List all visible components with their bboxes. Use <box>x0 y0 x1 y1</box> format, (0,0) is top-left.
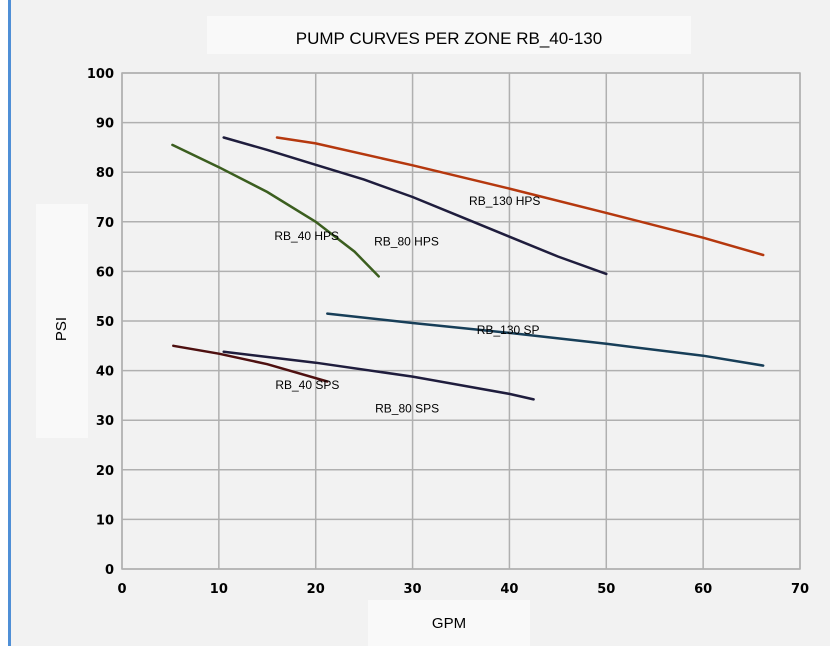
chart-frame: PUMP CURVES PER ZONE RB_40-130 0 10 20 30 40… <box>8 0 830 646</box>
y-tick-label: 50 <box>96 315 114 330</box>
series-line-rb-130-sp <box>326 312 765 367</box>
y-tick-label: 20 <box>96 464 114 479</box>
series-lines <box>171 136 765 401</box>
y-axis-label: PSI <box>53 317 70 341</box>
y-tick-label: 10 <box>96 513 114 528</box>
grid <box>121 72 801 570</box>
series-line-rb-80-sps <box>222 350 535 401</box>
x-tick-label: 30 <box>404 582 422 597</box>
x-tick-label: 0 <box>117 582 126 597</box>
x-tick-label: 20 <box>307 582 325 597</box>
y-tick-label: 70 <box>96 216 114 231</box>
y-tick-label: 90 <box>96 117 114 132</box>
x-tick-label: 70 <box>791 582 809 597</box>
x-axis-label: GPM <box>432 615 466 632</box>
tick-labels: 0 10 20 30 40 50 60 70 0 10 20 30 40 50 60 70 80 90 100 <box>87 67 809 597</box>
chart: PUMP CURVES PER ZONE RB_40-130 0 10 20 30 40… <box>36 16 809 646</box>
title-box <box>207 16 691 54</box>
series-labels: RB_40 HPS RB_80 HPS RB_130 HPS RB_130 SP RB_… <box>274 194 540 415</box>
y-tick-label: 40 <box>96 365 114 380</box>
x-tick-label: 40 <box>500 582 518 597</box>
x-tick-label: 60 <box>694 582 712 597</box>
xlabel-box <box>368 600 530 646</box>
series-label-rb-130-hps: RB_130 HPS <box>469 194 540 208</box>
y-tick-label: 0 <box>105 563 114 578</box>
y-tick-label: 30 <box>96 414 114 429</box>
ylabel-box <box>36 204 88 438</box>
series-label-rb-40-hps: RB_40 HPS <box>274 229 339 243</box>
y-tick-label: 100 <box>87 67 114 82</box>
series-label-rb-80-hps: RB_80 HPS <box>374 235 439 249</box>
y-tick-label: 60 <box>96 265 114 280</box>
series-label-rb-130-sp: RB_130 SP <box>477 323 540 337</box>
series-line-rb-40-sps <box>172 344 329 383</box>
x-tick-label: 50 <box>597 582 615 597</box>
series-label-rb-80-sps: RB_80 SPS <box>375 401 439 415</box>
series-line-rb-80-hps <box>222 136 608 276</box>
series-line-rb-40-hps <box>171 143 380 278</box>
series-label-rb-40-sps: RB_40 SPS <box>275 378 339 392</box>
chart-title: PUMP CURVES PER ZONE RB_40-130 <box>296 29 602 48</box>
x-tick-label: 10 <box>210 582 228 597</box>
y-tick-label: 80 <box>96 166 114 181</box>
series-line-rb-130-hps <box>275 136 765 257</box>
